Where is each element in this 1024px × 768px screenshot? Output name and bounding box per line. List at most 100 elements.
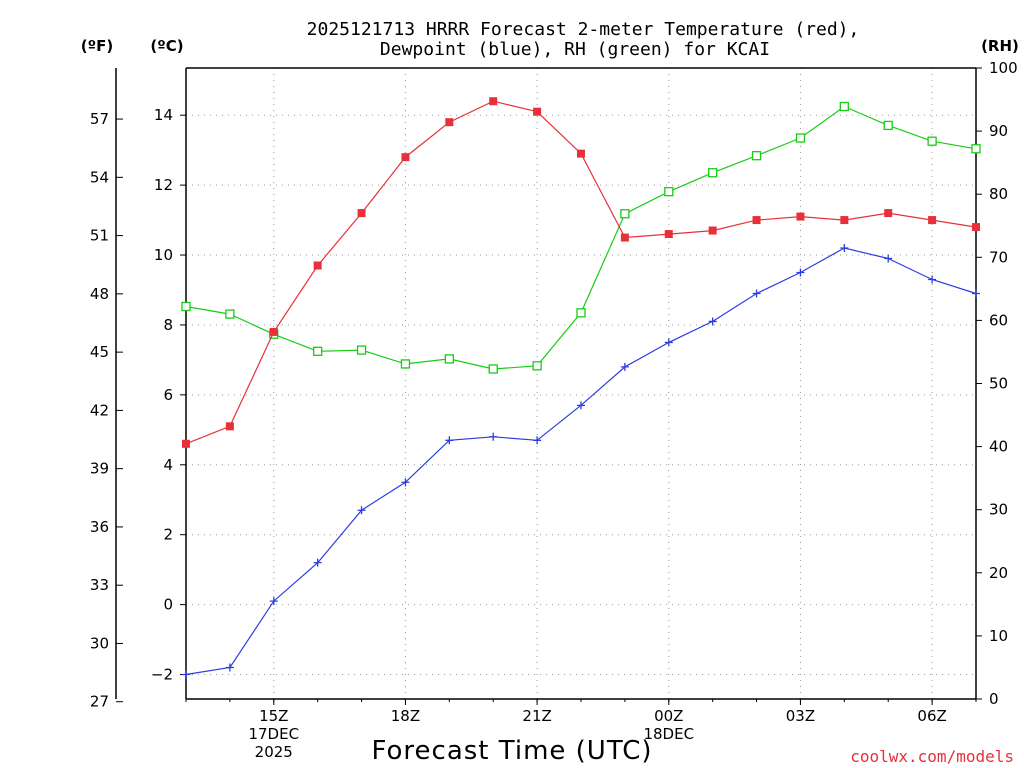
- temperature-point: [840, 216, 849, 225]
- rh-point: [313, 346, 323, 356]
- temperature-point: [533, 107, 542, 116]
- celsius-tick-label: 14: [154, 106, 173, 124]
- rh-tick-label: 40: [989, 438, 1008, 456]
- dewpoint-point: [445, 436, 454, 445]
- dewpoint-point: [884, 254, 893, 263]
- rh-point: [664, 187, 674, 197]
- celsius-tick-label: −2: [151, 666, 173, 684]
- x-tick-label: 03Z: [786, 707, 815, 725]
- rh-point: [620, 209, 630, 219]
- dewpoint-point: [664, 338, 673, 347]
- temperature-point: [884, 209, 893, 218]
- celsius-axis-label: (ºC): [150, 37, 183, 55]
- x-tick-label: 17DEC: [248, 725, 299, 743]
- chart-title-line-2: Dewpoint (blue), RH (green) for KCAI: [380, 39, 770, 60]
- dewpoint-point: [225, 663, 234, 672]
- rh-tick-label: 10: [989, 627, 1008, 645]
- rh-tick-label: 20: [989, 564, 1008, 582]
- rh-tick-label: 70: [989, 248, 1008, 266]
- x-tick-label: 15Z: [259, 707, 288, 725]
- fahrenheit-tick-label: 27: [90, 693, 109, 711]
- temperature-point: [489, 97, 498, 106]
- rh-point: [444, 354, 454, 364]
- temperature-point: [225, 422, 234, 431]
- temperature-point: [664, 230, 673, 239]
- rh-point: [708, 168, 718, 178]
- rh-point: [488, 364, 498, 374]
- dewpoint-point: [708, 317, 717, 326]
- dewpoint-point: [313, 558, 322, 567]
- temperature-series: [182, 97, 980, 448]
- x-tick-label: 00Z: [654, 707, 683, 725]
- celsius-tick-label: 8: [163, 316, 173, 334]
- dewpoint-point: [928, 275, 937, 284]
- temperature-point: [620, 233, 629, 242]
- temperature-point: [269, 327, 278, 336]
- fahrenheit-tick-label: 33: [90, 576, 109, 594]
- x-axis-label: Forecast Time (UTC): [371, 736, 652, 766]
- rh-point: [883, 120, 893, 131]
- rh-tick-label: 100: [989, 59, 1018, 77]
- fahrenheit-tick-label: 39: [90, 460, 109, 478]
- dewpoint-point: [840, 244, 849, 253]
- dewpoint-point: [401, 478, 410, 487]
- data-series: [181, 97, 981, 679]
- dewpoint-point: [269, 597, 278, 606]
- rh-point: [839, 101, 849, 112]
- fahrenheit-tick-label: 36: [90, 518, 109, 536]
- dewpoint-point: [533, 436, 542, 445]
- rh-point: [927, 136, 937, 146]
- temperature-point: [972, 223, 980, 232]
- rh-tick-label: 80: [989, 185, 1008, 203]
- dewpoint-series: [182, 244, 980, 679]
- celsius-tick-label: 12: [154, 176, 173, 194]
- fahrenheit-tick-label: 45: [90, 343, 109, 361]
- rh-tick-label: 60: [989, 311, 1008, 329]
- dewpoint-point: [972, 289, 980, 298]
- temperature-point: [401, 153, 410, 162]
- rh-point: [576, 308, 586, 318]
- rh-series: [181, 101, 981, 374]
- rh-tick-label: 90: [989, 122, 1008, 140]
- rh-point: [181, 301, 191, 312]
- rh-point: [400, 359, 411, 369]
- temperature-point: [796, 212, 805, 221]
- temperature-point: [445, 118, 454, 127]
- dewpoint-point: [489, 432, 498, 441]
- fahrenheit-tick-label: 51: [90, 227, 109, 245]
- x-tick-label: 18Z: [391, 707, 420, 725]
- celsius-tick-label: 0: [163, 596, 173, 614]
- temperature-point: [928, 216, 937, 225]
- dewpoint-point: [357, 506, 366, 515]
- rh-point: [225, 309, 235, 319]
- dewpoint-point: [752, 289, 761, 298]
- dewpoint-point: [577, 401, 585, 410]
- temperature-point: [708, 226, 717, 235]
- credit-label: coolwx.com/models: [850, 747, 1014, 766]
- dewpoint-point: [796, 268, 805, 277]
- temperature-point: [752, 216, 761, 225]
- rh-point: [971, 144, 981, 154]
- x-tick-label: 2025: [255, 743, 293, 761]
- axes: [115, 67, 982, 705]
- fahrenheit-tick-label: 30: [90, 634, 109, 652]
- fahrenheit-tick-label: 48: [90, 285, 109, 303]
- fahrenheit-tick-label: 42: [90, 401, 109, 419]
- x-tick-label: 18DEC: [643, 725, 694, 743]
- dewpoint-point: [620, 362, 629, 371]
- fahrenheit-tick-label: 57: [90, 110, 109, 128]
- temperature-point: [182, 439, 190, 448]
- celsius-tick-label: 10: [154, 246, 173, 264]
- temperature-point: [357, 209, 366, 218]
- celsius-tick-label: 2: [163, 526, 173, 544]
- x-tick-label: 21Z: [522, 707, 551, 725]
- celsius-tick-label: 6: [163, 386, 173, 404]
- x-tick-label: 06Z: [917, 707, 946, 725]
- rh-point: [356, 345, 367, 355]
- chart-title-line-1: 2025121713 HRRR Forecast 2-meter Tempera…: [307, 19, 860, 40]
- temperature-point: [313, 261, 322, 270]
- rh-tick-label: 0: [989, 690, 999, 708]
- rh-tick-label: 50: [989, 375, 1008, 393]
